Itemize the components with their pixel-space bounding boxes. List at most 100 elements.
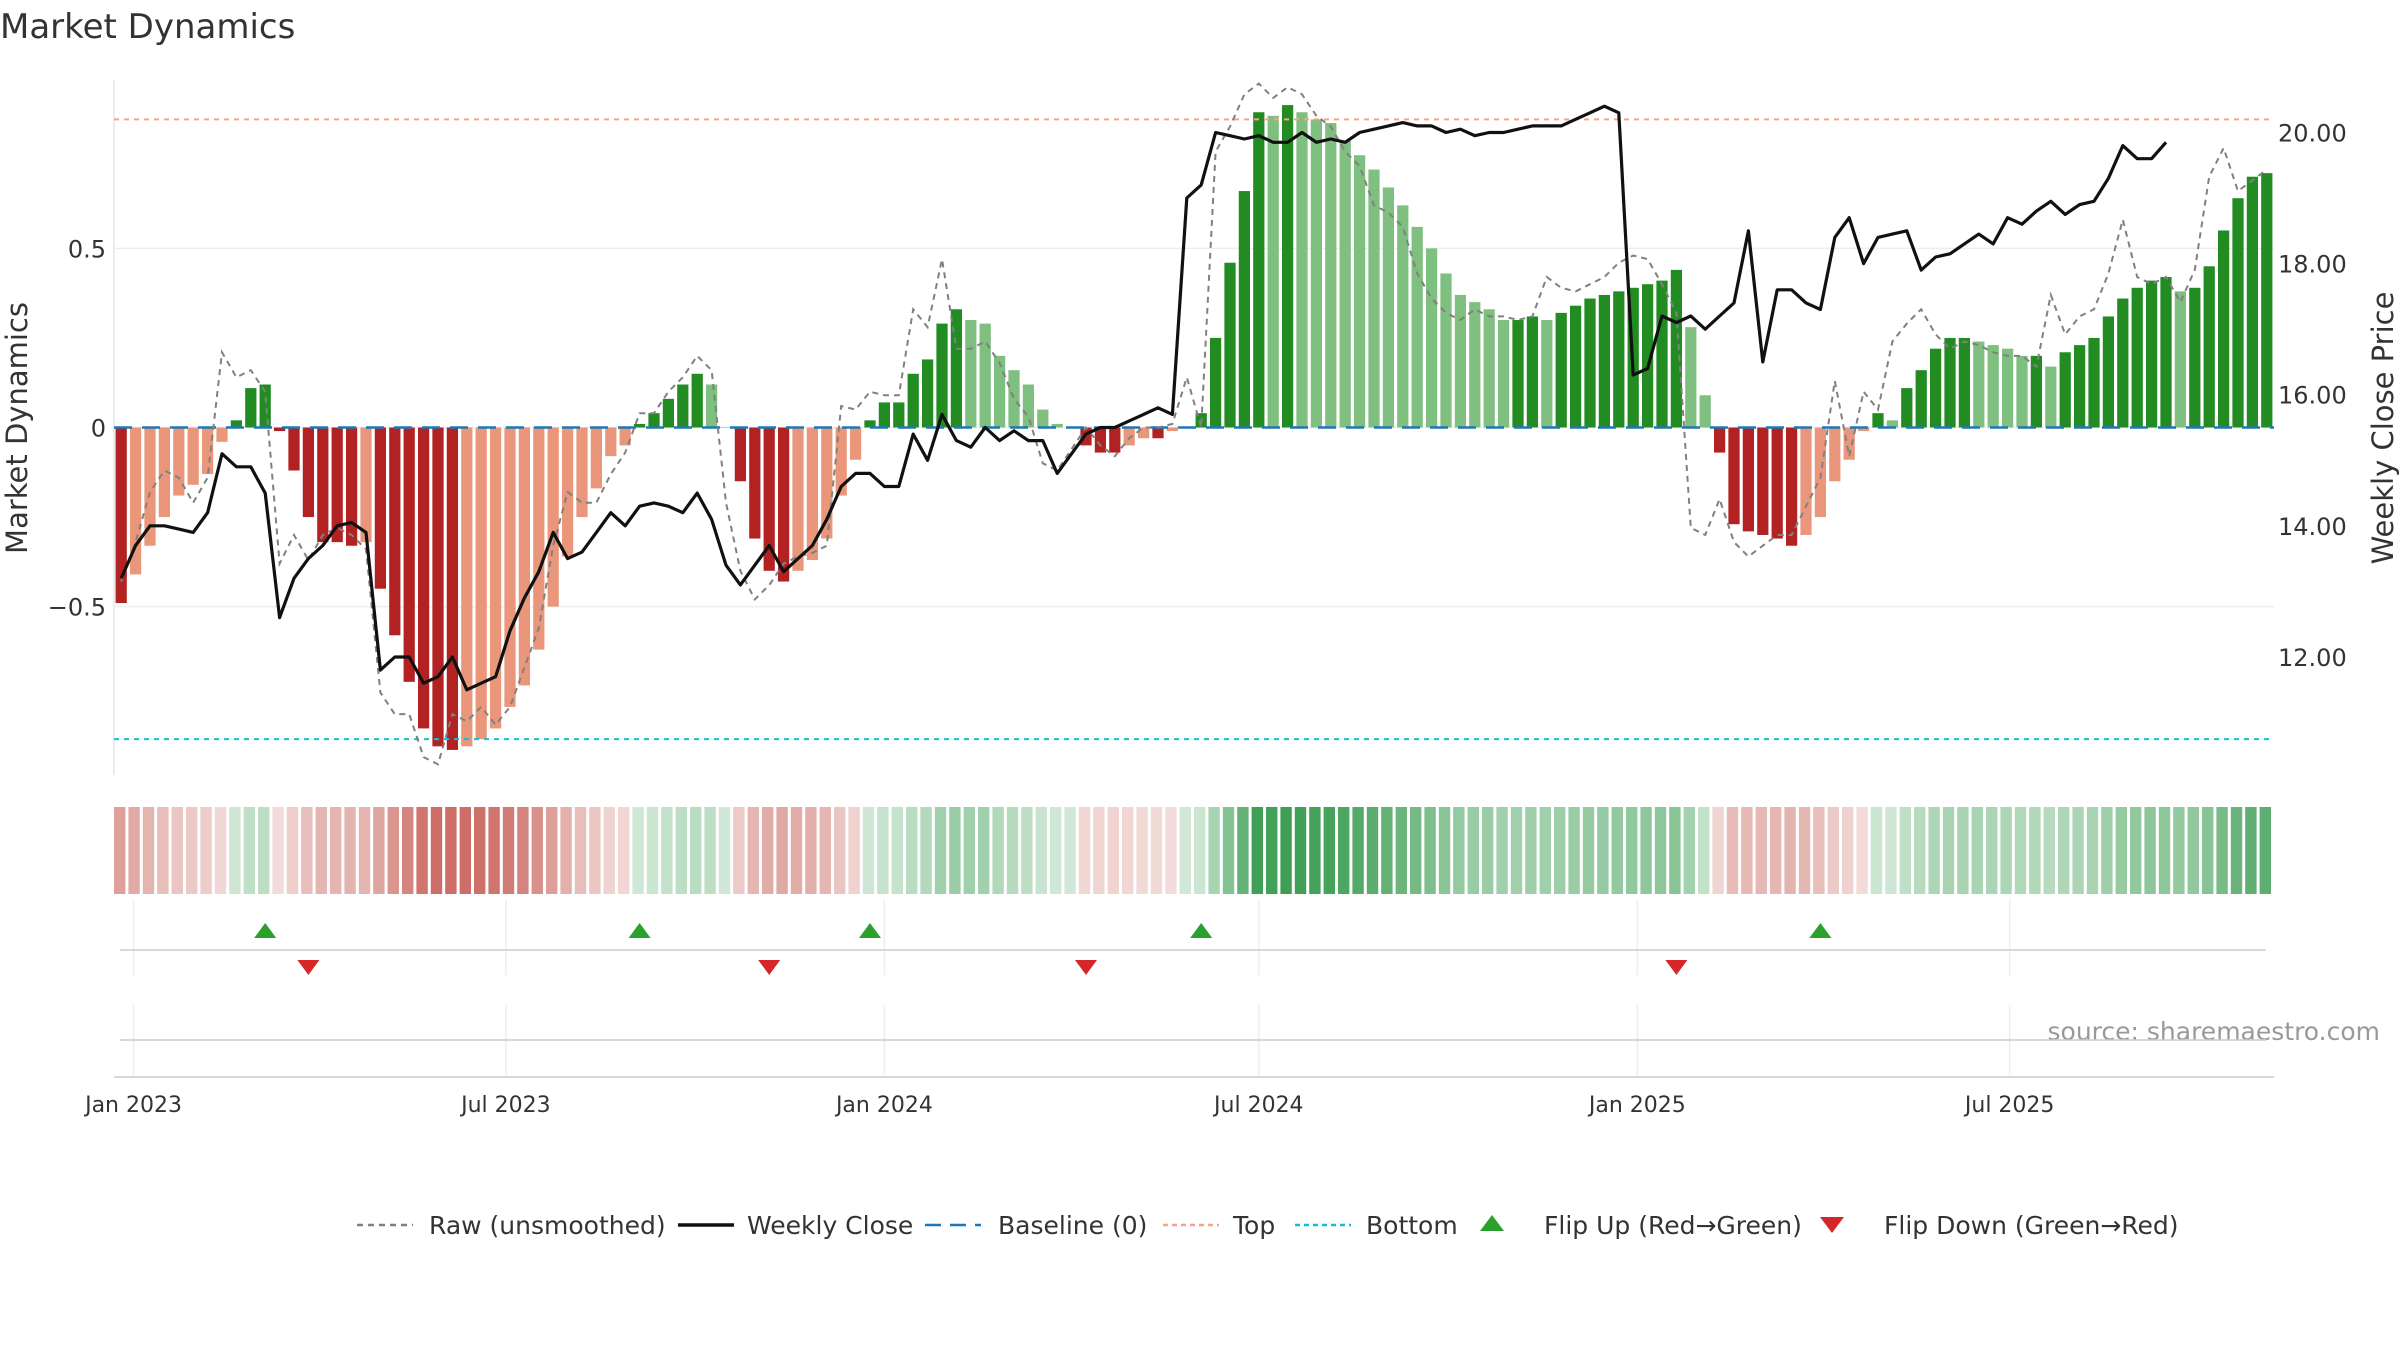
heat-cell <box>1554 807 1566 894</box>
bar <box>389 427 401 636</box>
bar <box>1209 337 1222 428</box>
heat-cell <box>258 807 270 894</box>
bar <box>1224 262 1236 428</box>
bar <box>1872 413 1884 428</box>
bar <box>1771 427 1783 539</box>
heat-cell <box>992 807 1004 894</box>
bar <box>1425 248 1438 428</box>
bar <box>1022 384 1035 428</box>
heat-cell <box>1626 807 1638 894</box>
heat-cell <box>2158 807 2171 894</box>
bar <box>489 427 502 729</box>
bar <box>965 320 977 428</box>
bar <box>158 427 171 518</box>
bar <box>1685 327 1697 428</box>
bar <box>893 402 905 428</box>
heat-cell <box>502 807 515 894</box>
bar <box>1814 427 1827 518</box>
bars-group <box>115 105 2273 750</box>
bar <box>1555 312 1567 428</box>
heat-cell <box>618 807 630 894</box>
heat-cell <box>1482 807 1494 894</box>
bar <box>1598 294 1611 428</box>
bar <box>849 427 862 460</box>
heat-cell <box>402 807 414 894</box>
heat-cell <box>1150 807 1163 894</box>
bar <box>648 413 660 428</box>
heat-cell <box>1539 807 1551 894</box>
heat-cell <box>1323 807 1335 894</box>
bar <box>2059 352 2071 428</box>
heat-cell <box>1971 807 1983 894</box>
heat-cell <box>1726 807 1739 894</box>
bar <box>259 384 271 428</box>
heat-cell <box>142 807 155 894</box>
heat-cell <box>186 807 198 894</box>
heat-cell <box>1165 807 1177 894</box>
bar <box>2088 337 2100 428</box>
heat-cell <box>1496 807 1508 894</box>
bar <box>216 427 228 442</box>
heat-cell <box>546 807 558 894</box>
bar <box>129 427 142 575</box>
heat-cell <box>1194 807 1206 894</box>
flip-down-marker <box>297 960 320 975</box>
heat-cell <box>445 807 457 894</box>
heat-cell <box>1741 807 1753 894</box>
heat-cell <box>762 807 774 894</box>
bar <box>1901 388 1913 428</box>
heat-cell <box>1870 807 1883 894</box>
y-tick-label-right: 20.00 <box>2278 119 2347 147</box>
heat-cell <box>632 807 644 894</box>
heat-cell <box>589 807 601 894</box>
heat-cell <box>171 807 183 894</box>
bar <box>1973 341 1985 428</box>
bar <box>1987 345 1999 428</box>
heat-cell <box>704 807 716 894</box>
heat-cell <box>1438 807 1451 894</box>
bar <box>1238 191 1251 428</box>
flip-down-marker <box>758 960 781 975</box>
bar <box>1857 427 1870 432</box>
y-tick-label-left: 0 <box>91 415 106 443</box>
heat-cell <box>747 807 759 894</box>
bar <box>763 427 775 571</box>
heat-cell <box>1424 807 1436 894</box>
bar <box>1613 291 1625 428</box>
heat-cell <box>574 807 587 894</box>
heat-cell <box>1395 807 1407 894</box>
y-tick-label-right: 12.00 <box>2278 644 2347 672</box>
bar <box>2145 280 2158 428</box>
bar <box>1368 169 1380 428</box>
heat-cell <box>517 807 529 894</box>
heat-cell <box>920 807 932 894</box>
heat-cell <box>373 807 385 894</box>
heat-cell <box>2115 807 2127 894</box>
y-tick-label-left: −0.5 <box>48 594 106 622</box>
heat-cell <box>1654 807 1667 894</box>
flip-up-marker <box>1809 923 1832 938</box>
heat-cell <box>474 807 486 894</box>
bar <box>2261 173 2273 428</box>
heat-cell <box>2245 807 2257 894</box>
heat-cell <box>1784 807 1796 894</box>
heat-cell <box>1309 807 1321 894</box>
heat-cell <box>2086 807 2099 894</box>
heat-cell <box>2058 807 2070 894</box>
bar <box>835 427 847 496</box>
heat-cell <box>1525 807 1537 894</box>
heat-cell <box>1035 807 1047 894</box>
x-tick-label: Jan 2023 <box>83 1093 182 1118</box>
bar <box>417 427 430 729</box>
legend-label: Bottom <box>1366 1211 1458 1240</box>
bar <box>921 359 934 428</box>
heat-cell <box>1842 807 1854 894</box>
bar <box>360 427 372 543</box>
bar <box>1584 298 1596 428</box>
bar <box>1469 302 1481 428</box>
heat-cell <box>229 807 241 894</box>
bar <box>1800 427 1812 535</box>
heat-cell <box>1640 807 1652 894</box>
bar <box>2203 266 2215 428</box>
heat-cell <box>531 807 543 894</box>
